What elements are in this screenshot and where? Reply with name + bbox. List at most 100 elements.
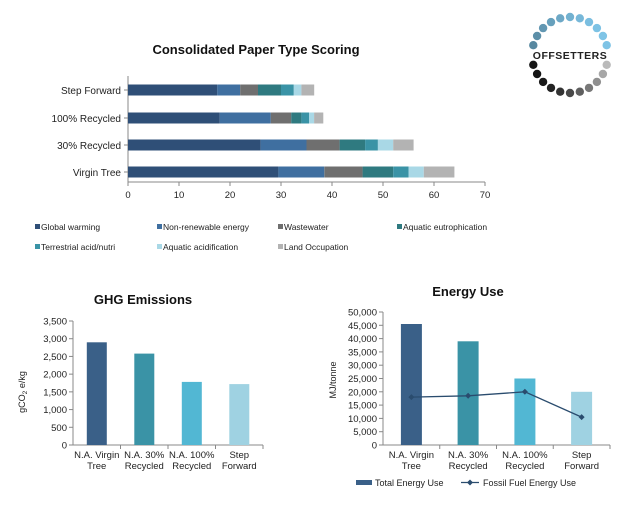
logo-dot [532, 69, 542, 79]
bar-segment [393, 166, 409, 178]
offsetters-logo: OFFSETTERS [529, 12, 611, 98]
bar [400, 324, 422, 445]
bar-segment [301, 84, 315, 96]
category-label: Virgin Tree [73, 168, 122, 179]
y-tick-label: 10,000 [348, 414, 377, 425]
legend-marker [467, 479, 473, 486]
ghg-emissions-chart: GHG Emissions 0 500 1,000 1,500 2,000 2,500 3,0… [17, 292, 264, 472]
bar-segment [293, 84, 302, 96]
legend-label: Non-renewable energy [163, 222, 250, 232]
y-tick-label: 30,000 [348, 361, 377, 372]
paper-scoring-chart: Consolidated Paper Type Scoring 0 10 20 30 40… [35, 42, 490, 252]
bar [181, 381, 202, 445]
legend-label: Land Occupation [284, 242, 349, 252]
y-tick-label: 2,000 [43, 370, 67, 381]
bar-segment [278, 166, 325, 178]
bar-segment [128, 84, 218, 96]
y-axis-label: gCO2 e/kg [17, 371, 29, 413]
bar-segment [260, 139, 307, 151]
category-label: 30% Recycled [57, 141, 121, 152]
legend-swatch [35, 224, 40, 229]
y-tick-label: 3,500 [43, 317, 67, 328]
y-tick-label: 50,000 [348, 308, 377, 319]
logo-dot [565, 88, 575, 98]
y-tick-label: 0 [62, 441, 67, 452]
logo-dot [529, 60, 538, 69]
y-tick-label: 1,500 [43, 387, 67, 398]
bar-segment [128, 139, 261, 151]
category-label: N.A. 30% Recycled [124, 450, 165, 472]
y-tick-label: 25,000 [348, 374, 377, 385]
line-marker [578, 414, 585, 421]
line-marker [465, 392, 472, 399]
y-tick-label: 40,000 [348, 334, 377, 345]
y-axis-label: MJ/tonne [328, 361, 338, 398]
logo-dot [538, 77, 548, 87]
y-tick-label: 45,000 [348, 321, 377, 332]
logo-dot [602, 41, 611, 50]
x-tick-label: 30 [276, 190, 287, 201]
x-tick-label: 10 [174, 190, 185, 201]
logo-dot [598, 31, 608, 41]
legend-label: Global warming [41, 222, 100, 232]
bar [229, 384, 250, 445]
logo-dot [529, 41, 538, 50]
category-label: N.A. Virgin Tree [389, 450, 434, 472]
y-tick-label: 15,000 [348, 401, 377, 412]
legend-label: Wastewater [284, 222, 329, 232]
category-label: N.A. Virgin Tree [74, 450, 119, 472]
bar-segment [219, 112, 271, 124]
legend-label: Fossil Fuel Energy Use [483, 478, 576, 488]
chart-title: Energy Use [432, 284, 504, 299]
legend-swatch [356, 480, 372, 485]
bar-segment [128, 166, 279, 178]
logo-dot [575, 87, 584, 96]
bar-segment [377, 139, 394, 151]
bar-segment [362, 166, 394, 178]
line-marker [521, 388, 528, 395]
logo-dot [565, 12, 575, 22]
category-label: N.A. 30% Recycled [448, 450, 489, 472]
legend-swatch [278, 224, 283, 229]
logo-dot [602, 60, 611, 69]
bar-segment [309, 112, 315, 124]
bar-segment [393, 139, 414, 151]
bar [134, 353, 155, 445]
y-tick-label: 2,500 [43, 352, 67, 363]
category-label: Step Forward [222, 450, 257, 472]
logo-dot [538, 23, 548, 33]
energy-use-chart: Energy Use 0 5,000 10,000 15,000 20,000 25,000… [328, 284, 611, 488]
bar-segment [339, 139, 366, 151]
logo-dot [592, 23, 602, 33]
category-label: N.A. 100% Recycled [502, 450, 548, 472]
legend-label: Aquatic eutrophication [403, 222, 487, 232]
line-marker [408, 394, 415, 401]
logo-dot [575, 14, 584, 23]
legend-label: Aquatic acidification [163, 242, 238, 252]
y-tick-label: 500 [51, 423, 67, 434]
legend-label: Terrestrial acid/nutri [41, 242, 115, 252]
series-line [411, 391, 582, 418]
x-tick-label: 40 [327, 190, 338, 201]
legend-swatch [397, 224, 402, 229]
category-label: Step Forward [61, 86, 121, 97]
legend-label: Total Energy Use [375, 478, 444, 488]
y-tick-label: 3,000 [43, 334, 67, 345]
bar-segment [301, 112, 309, 124]
bar-segment [217, 84, 241, 96]
bar-segment [240, 84, 258, 96]
bar [514, 378, 536, 445]
logo-dot [598, 69, 608, 79]
bar-segment [423, 166, 455, 178]
bar-segment [306, 139, 340, 151]
bar-segment [270, 112, 292, 124]
x-tick-label: 50 [378, 190, 389, 201]
bar-segment [281, 84, 294, 96]
logo-dot [532, 31, 542, 41]
y-tick-label: 5,000 [353, 427, 377, 438]
bar-segment [314, 112, 324, 124]
bar-segment [128, 112, 220, 124]
legend-swatch [35, 244, 40, 249]
chart-title: GHG Emissions [94, 292, 192, 307]
bar [86, 342, 107, 445]
